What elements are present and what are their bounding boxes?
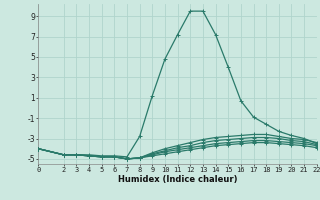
X-axis label: Humidex (Indice chaleur): Humidex (Indice chaleur) — [118, 175, 237, 184]
